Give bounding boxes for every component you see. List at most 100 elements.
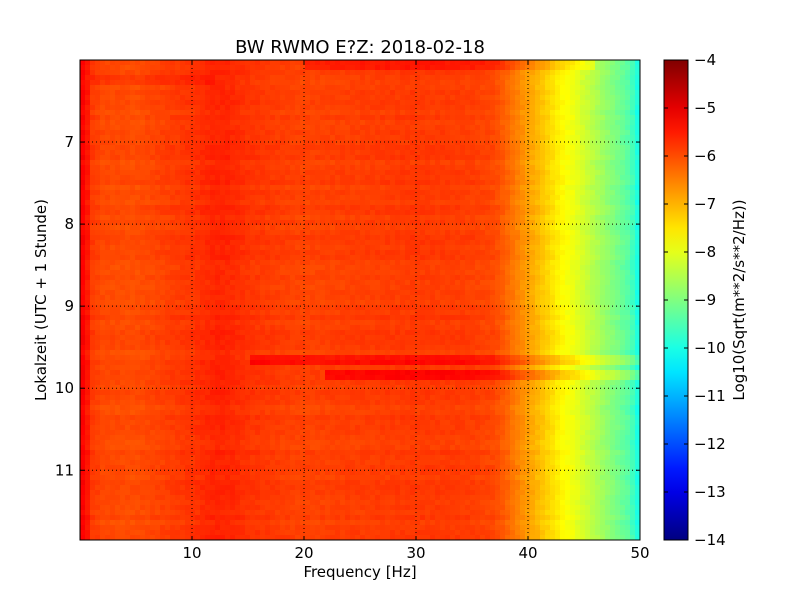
heatmap-cell <box>455 125 461 131</box>
heatmap-cell <box>295 210 301 216</box>
heatmap-cell <box>565 130 571 136</box>
heatmap-cell <box>560 215 566 221</box>
heatmap-cell <box>360 165 366 171</box>
heatmap-cell <box>440 100 446 106</box>
heatmap-cell <box>285 65 291 71</box>
heatmap-cell <box>300 185 306 191</box>
heatmap-cell <box>540 100 546 106</box>
heatmap-cell <box>240 120 246 126</box>
heatmap-cell <box>335 150 341 156</box>
heatmap-cell <box>340 65 346 71</box>
heatmap-cell <box>420 170 426 176</box>
heatmap-cell <box>635 255 640 261</box>
heatmap-cell <box>210 245 216 251</box>
heatmap-cell <box>530 85 536 91</box>
heatmap-cell <box>435 235 441 241</box>
heatmap-cell <box>505 70 511 76</box>
heatmap-cell <box>200 85 206 91</box>
spectrogram-heatmap <box>80 60 640 540</box>
heatmap-cell <box>320 60 326 66</box>
heatmap-cell <box>465 160 471 166</box>
heatmap-cell <box>500 95 506 101</box>
heatmap-cell <box>470 255 476 261</box>
heatmap-cell <box>160 230 166 236</box>
heatmap-cell <box>250 245 256 251</box>
heatmap-cell <box>250 95 256 101</box>
heatmap-cell <box>125 185 131 191</box>
heatmap-cell <box>160 205 166 211</box>
heatmap-cell <box>460 230 466 236</box>
heatmap-cell <box>280 145 286 151</box>
heatmap-cell <box>320 115 326 121</box>
heatmap-cell <box>210 85 216 91</box>
heatmap-cell <box>255 275 261 281</box>
heatmap-cell <box>155 160 161 166</box>
heatmap-cell <box>310 90 316 96</box>
heatmap-cell <box>510 135 516 141</box>
heatmap-cell <box>505 215 511 221</box>
heatmap-cell <box>630 205 636 211</box>
heatmap-cell <box>475 180 481 186</box>
heatmap-cell <box>405 275 411 281</box>
heatmap-cell <box>605 200 611 206</box>
heatmap-cell <box>405 210 411 216</box>
heatmap-cell <box>125 240 131 246</box>
heatmap-cell <box>175 160 181 166</box>
heatmap-cell <box>560 160 566 166</box>
heatmap-cell <box>80 170 86 176</box>
heatmap-cell <box>580 65 586 71</box>
heatmap-cell <box>555 65 561 71</box>
heatmap-cell <box>450 195 456 201</box>
heatmap-cell <box>415 155 421 161</box>
heatmap-cell <box>580 95 586 101</box>
heatmap-cell <box>310 215 316 221</box>
heatmap-cell <box>240 145 246 151</box>
heatmap-cell <box>415 125 421 131</box>
heatmap-cell <box>305 100 311 106</box>
heatmap-cell <box>555 190 561 196</box>
heatmap-cell <box>400 110 406 116</box>
heatmap-cell <box>535 260 541 266</box>
heatmap-cell <box>175 125 181 131</box>
heatmap-cell <box>315 190 321 196</box>
heatmap-cell <box>250 220 256 226</box>
heatmap-cell <box>505 100 511 106</box>
heatmap-cell <box>125 265 131 271</box>
heatmap-cell <box>465 140 471 146</box>
heatmap-cell <box>605 165 611 171</box>
heatmap-cell <box>555 135 561 141</box>
heatmap-cell <box>210 235 216 241</box>
heatmap-cell <box>630 90 636 96</box>
heatmap-cell <box>490 165 496 171</box>
heatmap-cell <box>505 275 511 281</box>
heatmap-cell <box>545 75 551 81</box>
heatmap-cell <box>145 110 151 116</box>
heatmap-cell <box>320 110 326 116</box>
heatmap-cell <box>635 80 640 86</box>
heatmap-cell <box>620 240 626 246</box>
heatmap-cell <box>285 145 291 151</box>
heatmap-cell <box>300 125 306 131</box>
heatmap-cell <box>475 100 481 106</box>
heatmap-cell <box>115 190 121 196</box>
heatmap-cell <box>280 200 286 206</box>
heatmap-cell <box>215 245 221 251</box>
heatmap-cell <box>165 120 171 126</box>
heatmap-cell <box>85 85 91 91</box>
heatmap-cell <box>285 175 291 181</box>
heatmap-cell <box>465 120 471 126</box>
heatmap-cell <box>385 145 391 151</box>
heatmap-cell <box>310 175 316 181</box>
heatmap-cell <box>345 255 351 261</box>
heatmap-cell <box>635 165 640 171</box>
heatmap-cell <box>315 230 321 236</box>
heatmap-cell <box>495 100 501 106</box>
heatmap-cell <box>215 230 221 236</box>
heatmap-cell <box>235 175 241 181</box>
heatmap-cell <box>330 95 336 101</box>
heatmap-cell <box>145 70 151 76</box>
heatmap-cell <box>530 165 536 171</box>
heatmap-cell <box>200 250 206 256</box>
heatmap-cell <box>185 240 191 246</box>
heatmap-cell <box>230 185 236 191</box>
